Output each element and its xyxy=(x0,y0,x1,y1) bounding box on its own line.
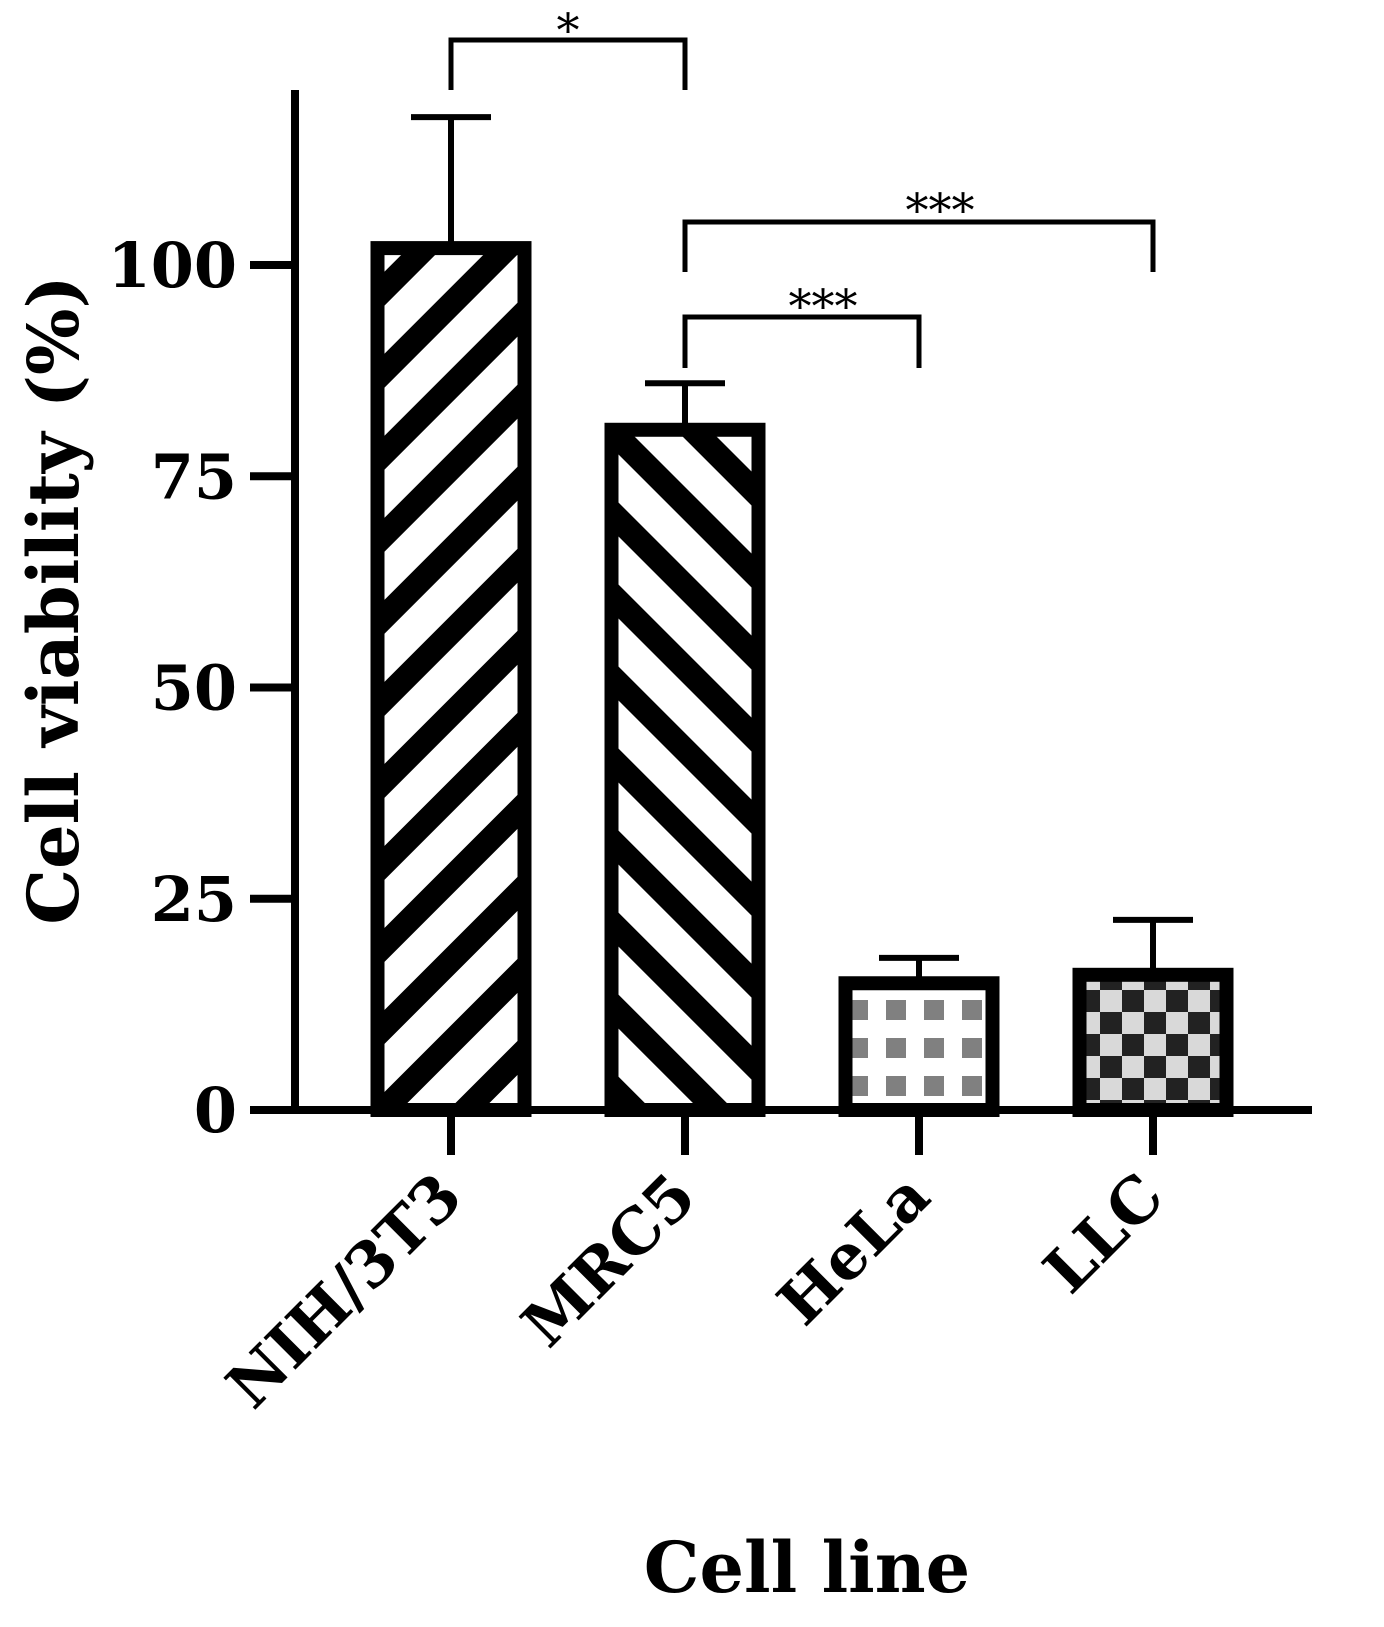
bar-mrc5 xyxy=(604,422,766,1117)
error-bars-layer xyxy=(411,114,1193,984)
x-axis-title: Cell line xyxy=(644,1526,970,1609)
x-tick-label-nih-3t3: NIH/3T3 xyxy=(212,1159,475,1422)
significance-label-3: *** xyxy=(789,279,858,333)
x-tick-label-llc: LLC xyxy=(1029,1159,1177,1307)
x-tick-label-hela: HeLa xyxy=(763,1159,943,1339)
significance-label-2: *** xyxy=(906,183,975,237)
bar-hela xyxy=(838,976,1000,1117)
y-tick-label-100: 100 xyxy=(108,229,237,302)
significance-label-1: * xyxy=(557,3,580,57)
y-tick-label-50: 50 xyxy=(151,652,237,725)
y-tick-label-0: 0 xyxy=(194,1074,237,1147)
y-axis-title: Cell viability (%) xyxy=(12,275,95,924)
y-tick-label-25: 25 xyxy=(151,863,237,936)
significance-bracket-2 xyxy=(682,219,1156,272)
bar-llc xyxy=(1072,967,1234,1117)
x-tick-label-mrc5: MRC5 xyxy=(508,1159,710,1361)
bars-layer xyxy=(370,241,1234,1118)
significance-bracket-1 xyxy=(448,37,688,90)
significance-layer: ******* xyxy=(448,3,1156,368)
y-tick-label-75: 75 xyxy=(151,440,237,513)
significance-bracket-3 xyxy=(682,314,922,368)
bar-nih-3t3 xyxy=(370,241,532,1118)
